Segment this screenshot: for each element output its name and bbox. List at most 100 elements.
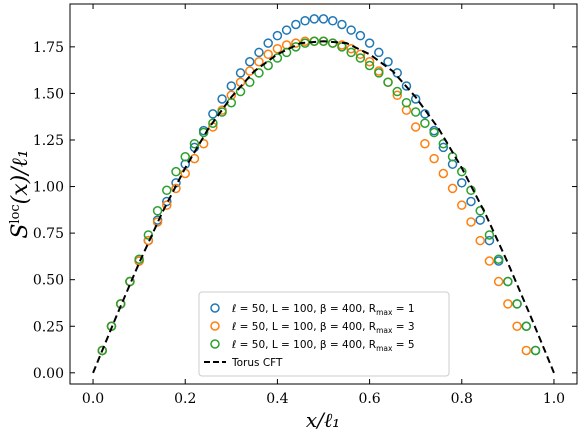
data-point xyxy=(272,30,283,41)
data-point xyxy=(420,138,430,149)
data-point xyxy=(208,109,218,119)
x-axis-label: x/ℓ₁ xyxy=(306,408,340,432)
data-point xyxy=(355,30,366,41)
data-point xyxy=(364,38,375,48)
data-point xyxy=(503,299,513,309)
data-point xyxy=(162,200,172,210)
data-point xyxy=(346,47,356,58)
legend-label: Torus CFT xyxy=(231,357,283,369)
data-point xyxy=(263,38,273,48)
data-point xyxy=(493,254,504,264)
data-point xyxy=(475,235,485,246)
data-point xyxy=(152,206,163,216)
x-axis-ticks: 0.0 0.2 0.4 0.6 0.8 1.0 xyxy=(82,4,565,407)
data-point xyxy=(355,53,366,63)
data-point xyxy=(401,81,412,91)
data-point xyxy=(512,321,522,332)
data-point xyxy=(530,345,541,356)
y-axis-ticks: 0.00 0.25 0.50 0.75 1.00 1.25 1.50 1.75 xyxy=(33,40,577,382)
data-point xyxy=(521,321,532,332)
data-point xyxy=(281,25,292,35)
legend-entry: ℓ = 50, L = 100, β = 400, Rmax = 5 xyxy=(210,339,415,353)
plot-content xyxy=(92,14,555,374)
data-point xyxy=(429,153,439,164)
data-point xyxy=(447,183,458,194)
y-axis-label: Sloc(x)/ℓ₁ xyxy=(8,149,33,238)
legend-label-subscript: max xyxy=(376,308,393,317)
data-point xyxy=(466,217,476,227)
data-point xyxy=(337,42,347,52)
data-point xyxy=(254,47,264,58)
legend-label-tail: = 3 xyxy=(392,321,414,333)
data-point xyxy=(374,47,384,58)
legend-entry: ℓ = 50, L = 100, β = 400, Rmax = 1 xyxy=(210,303,415,317)
data-point xyxy=(263,49,273,60)
data-point xyxy=(484,230,495,240)
data-point xyxy=(226,81,237,91)
plot-area-frame xyxy=(69,3,578,385)
legend-box xyxy=(198,291,450,377)
data-point xyxy=(346,43,356,54)
data-point xyxy=(245,56,255,67)
legend-label-subscript: max xyxy=(376,344,393,353)
data-point xyxy=(143,230,154,240)
data-point xyxy=(346,25,356,35)
data-point xyxy=(364,56,375,67)
data-point xyxy=(318,36,329,47)
data-point xyxy=(383,77,393,87)
data-point xyxy=(162,185,172,196)
legend-entry: ℓ = 50, L = 100, β = 400, Rmax = 3 xyxy=(210,321,415,335)
data-point xyxy=(235,68,246,78)
data-point xyxy=(493,276,504,287)
data-point xyxy=(420,118,430,128)
data-point xyxy=(327,16,338,26)
data-point xyxy=(364,60,375,71)
data-point xyxy=(189,138,200,149)
x-tick-label: 1.0 xyxy=(543,391,565,407)
data-point xyxy=(254,56,264,67)
data-point xyxy=(512,299,522,309)
data-point xyxy=(208,118,218,128)
data-point xyxy=(152,217,163,227)
x-tick-label: 0.2 xyxy=(174,391,196,407)
data-point xyxy=(410,122,421,132)
data-point xyxy=(180,151,190,162)
data-point xyxy=(383,56,393,67)
data-point xyxy=(484,235,495,246)
y-tick-label: 0.00 xyxy=(33,366,64,382)
legend-label: ℓ = 50, L = 100, β = 400, Rmax = 5 xyxy=(231,339,415,353)
legend-marker xyxy=(210,339,220,349)
data-point xyxy=(503,276,513,287)
data-point xyxy=(309,14,320,24)
data-point xyxy=(143,235,154,246)
data-point xyxy=(291,19,301,30)
x-tick-label: 0.0 xyxy=(82,391,104,407)
legend-label-main: ℓ = 50, L = 100, β = 400, R xyxy=(231,303,376,315)
data-point xyxy=(309,36,320,47)
legend-label-main: ℓ = 50, L = 100, β = 400, R xyxy=(231,321,376,333)
data-point xyxy=(217,94,227,104)
x-tick-label: 0.8 xyxy=(451,391,473,407)
legend-label: ℓ = 50, L = 100, β = 400, Rmax = 3 xyxy=(231,321,415,335)
y-axis-label-superscript: loc xyxy=(8,204,23,223)
y-tick-label: 0.50 xyxy=(33,273,64,289)
legend-marker xyxy=(210,303,220,313)
data-point xyxy=(337,19,347,30)
data-point xyxy=(198,127,209,138)
data-point xyxy=(171,183,181,194)
data-point xyxy=(410,94,421,104)
y-tick-label: 1.50 xyxy=(33,86,64,102)
y-tick-label: 1.75 xyxy=(33,40,64,56)
data-point xyxy=(254,68,264,78)
y-axis-label-main: S xyxy=(8,224,33,239)
x-tick-label: 0.4 xyxy=(266,391,288,407)
y-tick-label: 0.75 xyxy=(33,226,64,242)
data-point xyxy=(217,107,227,117)
x-tick-label: 0.6 xyxy=(358,391,380,407)
data-point xyxy=(401,97,412,108)
data-point xyxy=(484,256,495,266)
data-point xyxy=(263,60,273,71)
y-tick-label: 0.25 xyxy=(33,319,64,335)
legend-label: ℓ = 50, L = 100, β = 400, Rmax = 1 xyxy=(231,303,415,317)
